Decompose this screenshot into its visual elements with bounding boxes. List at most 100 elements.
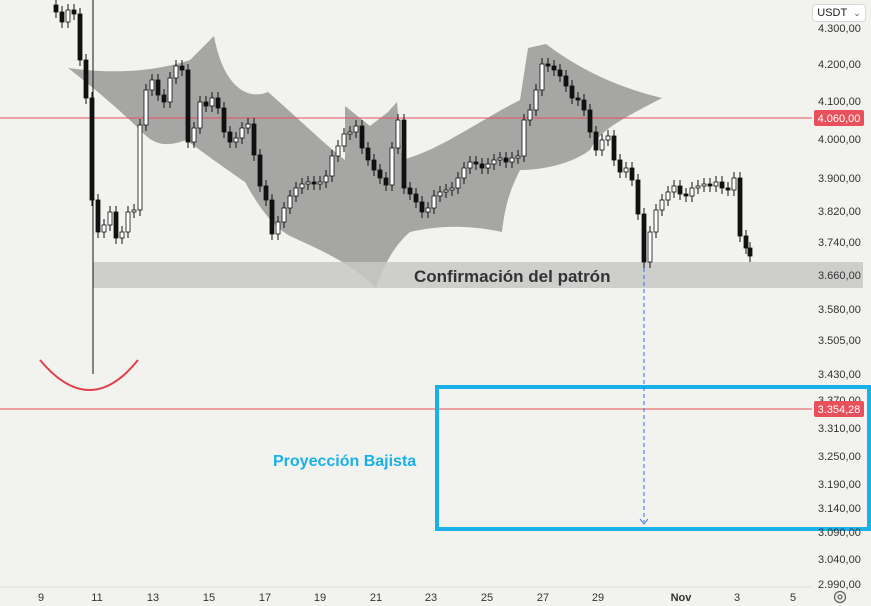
- candle-body: [515, 155, 521, 159]
- y-axis[interactable]: 4.300,00 4.200,00 4.100,00 4.000,00 3.900,00…: [818, 23, 861, 591]
- y-tick-label: 3.430,00: [818, 369, 861, 381]
- candle-body: [407, 187, 413, 195]
- y-tick-label: 4.100,00: [818, 96, 861, 108]
- candle-body: [155, 79, 161, 96]
- projection-box[interactable]: [435, 385, 871, 531]
- candle-body: [575, 97, 581, 101]
- x-tick-label: 21: [370, 592, 382, 604]
- x-tick-label: 13: [147, 592, 159, 604]
- x-tick-label: 19: [314, 592, 326, 604]
- candle-body: [713, 181, 719, 187]
- candle-body: [287, 195, 293, 209]
- candle-body: [551, 65, 557, 71]
- candle-body: [695, 185, 701, 189]
- candle-body: [677, 185, 683, 195]
- candle-body: [647, 231, 653, 263]
- candle-body: [635, 179, 641, 215]
- y-tick-label: 3.820,00: [818, 206, 861, 218]
- candle-body: [179, 65, 185, 71]
- candle-body: [299, 183, 305, 189]
- candle-body: [641, 213, 647, 263]
- candle-body: [89, 97, 95, 201]
- candle-body: [221, 107, 227, 133]
- candle-body: [185, 69, 191, 143]
- candle-body: [449, 187, 455, 191]
- candle-body: [167, 77, 173, 103]
- candle-body: [611, 135, 617, 161]
- candle-body: [485, 163, 491, 169]
- candle-body: [245, 123, 251, 129]
- candle-body: [335, 145, 341, 157]
- candle-body: [509, 157, 515, 163]
- candle-body: [173, 65, 179, 79]
- candle-body: [281, 207, 287, 223]
- candle-body: [747, 247, 753, 257]
- candle-body: [209, 97, 215, 107]
- price-label-3354: 3.354,28: [814, 401, 864, 417]
- candle-body: [107, 211, 113, 226]
- x-axis[interactable]: 9 11 13 15 17 19 21 23 25 27 29 Nov 3 5: [38, 592, 796, 604]
- candle-body: [617, 159, 623, 173]
- y-tick-label: 3.900,00: [818, 173, 861, 185]
- candle-body: [365, 147, 371, 161]
- candle-body: [455, 177, 461, 189]
- candle-body: [293, 187, 299, 197]
- candles-group: [53, 0, 753, 268]
- candle-body: [101, 224, 107, 233]
- candle-body: [143, 89, 149, 126]
- support-arc: [39, 359, 139, 391]
- candle-body: [65, 9, 71, 23]
- y-tick-label: 3.040,00: [818, 554, 861, 566]
- x-tick-label: 25: [481, 592, 493, 604]
- x-tick-label: 29: [592, 592, 604, 604]
- candle-body: [125, 211, 131, 233]
- x-tick-label: 15: [203, 592, 215, 604]
- candle-body: [683, 193, 689, 197]
- candle-body: [191, 127, 197, 143]
- candle-body: [743, 235, 749, 249]
- x-tick-label: 27: [537, 592, 549, 604]
- candle-body: [737, 177, 743, 237]
- candle-body: [413, 193, 419, 203]
- candle-body: [701, 183, 707, 187]
- candle-body: [653, 209, 659, 233]
- y-tick-label: 3.090,00: [818, 527, 861, 539]
- svg-text:3.354,28: 3.354,28: [818, 404, 861, 416]
- projection-arrow: [639, 518, 649, 525]
- candle-body: [161, 94, 167, 103]
- candle-body: [731, 177, 737, 191]
- y-tick-label: 3.740,00: [818, 237, 861, 249]
- candle-body: [119, 231, 125, 239]
- x-tick-label: 17: [259, 592, 271, 604]
- candle-body: [71, 9, 77, 15]
- candle-body: [347, 131, 353, 135]
- candle-body: [443, 189, 449, 193]
- candle-body: [527, 109, 533, 121]
- candle-body: [371, 159, 377, 171]
- candle-body: [251, 123, 257, 156]
- candle-body: [83, 59, 89, 99]
- candle-body: [95, 199, 101, 233]
- candle-body: [563, 75, 569, 87]
- candle-body: [401, 119, 407, 189]
- candle-body: [311, 181, 317, 185]
- currency-selector[interactable]: USDT ⌄: [812, 4, 866, 22]
- y-tick-label: 3.250,00: [818, 451, 861, 463]
- y-tick-label: 3.190,00: [818, 479, 861, 491]
- candle-body: [431, 195, 437, 209]
- gear-icon[interactable]: [832, 589, 848, 605]
- candle-body: [341, 133, 347, 147]
- x-tick-label: 3: [734, 592, 740, 604]
- candle-body: [131, 209, 137, 213]
- projection-label: Proyección Bajista: [273, 453, 416, 470]
- candle-body: [623, 167, 629, 173]
- candle-body: [197, 101, 203, 129]
- candle-body: [599, 139, 605, 151]
- price-label-4060: 4.060,00: [814, 110, 864, 126]
- candle-body: [467, 161, 473, 169]
- candle-body: [533, 89, 539, 111]
- x-tick-label: 9: [38, 592, 44, 604]
- candle-body: [215, 97, 221, 109]
- candle-body: [659, 199, 665, 211]
- candle-body: [545, 63, 551, 67]
